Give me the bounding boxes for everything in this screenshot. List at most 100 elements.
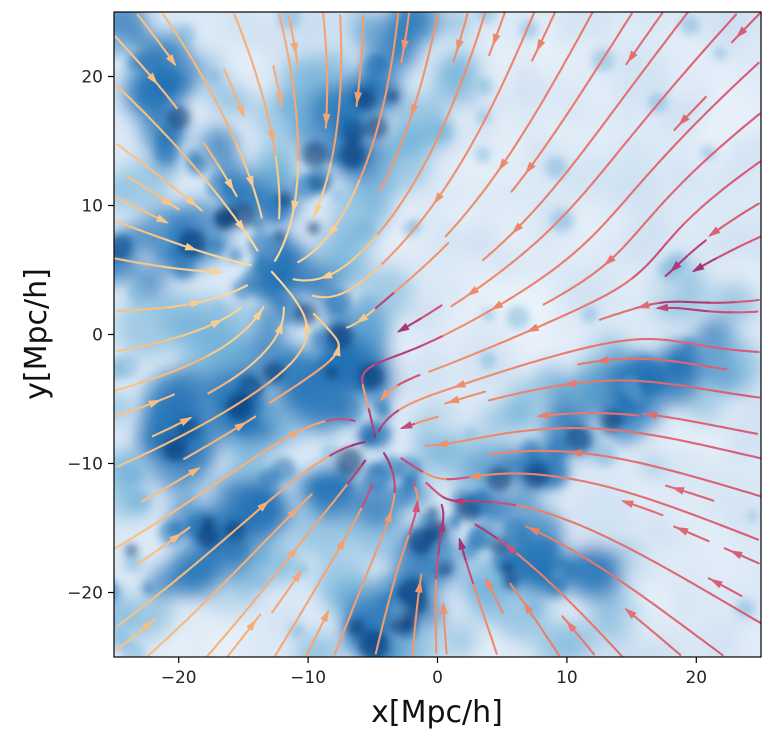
streamline-segment bbox=[382, 452, 393, 469]
streamline-arrow bbox=[644, 411, 658, 420]
streamline-segment bbox=[270, 591, 288, 614]
streamline-arrow bbox=[563, 379, 577, 388]
streamline-segment bbox=[651, 358, 679, 363]
streamline-segment bbox=[347, 179, 361, 205]
streamline-arrow bbox=[596, 356, 609, 364]
streamline-arrow bbox=[257, 500, 270, 512]
streamline-segment bbox=[604, 637, 624, 657]
streamline-segment bbox=[221, 617, 241, 640]
streamline-arrow bbox=[467, 471, 481, 480]
streamline-segment bbox=[718, 13, 738, 35]
streamline-segment bbox=[162, 90, 178, 110]
streamline-segment bbox=[517, 118, 533, 143]
streamline-arrow bbox=[319, 271, 333, 279]
streamline-segment bbox=[450, 298, 464, 308]
streamline-arrow bbox=[523, 601, 534, 615]
streamline-arrow bbox=[729, 550, 743, 559]
streamline-segment bbox=[518, 207, 538, 228]
streamline-segment bbox=[443, 627, 448, 655]
streamline-segment bbox=[660, 637, 682, 656]
streamline-segment bbox=[351, 441, 366, 447]
streamline-segment bbox=[591, 453, 619, 460]
streamline-segment bbox=[513, 359, 540, 369]
streamline-segment bbox=[390, 36, 397, 63]
streamline-segment bbox=[345, 323, 356, 329]
streamline-segment bbox=[706, 310, 734, 314]
streamline-segment bbox=[544, 633, 561, 657]
streamline-segment bbox=[683, 300, 711, 304]
streamline-arrow bbox=[655, 303, 669, 312]
streamline-segment bbox=[333, 630, 345, 656]
streamline-segment bbox=[684, 530, 710, 543]
streamline-segment bbox=[501, 253, 523, 272]
streamline-segment bbox=[162, 237, 189, 249]
streamline-segment bbox=[323, 162, 332, 189]
streamline-segment bbox=[487, 393, 515, 402]
streamline-arrow bbox=[313, 204, 323, 218]
streamline-arrow bbox=[410, 104, 419, 118]
streamline-segment bbox=[258, 439, 282, 456]
streamline-segment bbox=[165, 332, 192, 342]
streamline-segment bbox=[503, 56, 516, 82]
streamline-arrow bbox=[245, 175, 254, 189]
streamline-segment bbox=[450, 82, 462, 109]
streamline-segment bbox=[412, 481, 416, 488]
streamline-arrow bbox=[384, 509, 392, 523]
streamline-arrow bbox=[188, 467, 201, 477]
streamline-segment bbox=[520, 237, 542, 256]
streamline-segment bbox=[731, 310, 759, 314]
streamline-arrow bbox=[525, 161, 536, 175]
streamline-segment bbox=[233, 306, 243, 314]
streamline-segment bbox=[585, 222, 606, 243]
x-tick-label: 0 bbox=[432, 668, 443, 688]
streamline-segment bbox=[612, 90, 630, 113]
streamline-segment bbox=[361, 14, 365, 42]
streamline-segment bbox=[444, 219, 461, 238]
streamline-segment bbox=[204, 432, 229, 448]
x-axis-title: x[Mpc/h] bbox=[371, 695, 503, 730]
streamline-segment bbox=[245, 232, 259, 252]
streamline-segment bbox=[562, 412, 590, 416]
x-tick-label: 20 bbox=[685, 668, 707, 688]
streamline-segment bbox=[256, 613, 262, 619]
streamline-segment bbox=[324, 549, 340, 573]
streamline-segment bbox=[621, 126, 640, 148]
streamline-segment bbox=[637, 106, 656, 129]
streamline-arrow bbox=[709, 578, 723, 589]
streamline-arrow bbox=[484, 577, 494, 590]
streamline-segment bbox=[380, 604, 389, 631]
streamline-segment bbox=[213, 97, 227, 123]
streamline-segment bbox=[582, 129, 600, 152]
streamline-segment bbox=[393, 556, 403, 583]
streamline-segment bbox=[567, 149, 585, 172]
streamline-arrow bbox=[446, 395, 460, 404]
streamline-arrow bbox=[148, 399, 162, 408]
streamline-segment bbox=[114, 534, 137, 550]
streamline-segment bbox=[116, 610, 139, 628]
streamline-segment bbox=[617, 12, 633, 36]
streamline-segment bbox=[541, 449, 569, 453]
streamline-segment bbox=[278, 13, 286, 40]
streamline-segment bbox=[397, 398, 422, 412]
streamline-segment bbox=[295, 110, 299, 138]
streamline-segment bbox=[252, 534, 272, 555]
streamline-segment bbox=[205, 636, 225, 657]
streamline-segment bbox=[351, 584, 364, 610]
streamline-segment bbox=[289, 374, 313, 391]
streamline-segment bbox=[300, 243, 322, 262]
streamline-segment bbox=[207, 341, 231, 357]
streamline-segment bbox=[155, 173, 178, 191]
streamline-segment bbox=[687, 511, 713, 523]
streamline-segment bbox=[161, 433, 186, 447]
streamline-segment bbox=[468, 36, 479, 62]
streamline-arrow bbox=[675, 527, 689, 536]
streamline-segment bbox=[659, 381, 687, 388]
streamline-segment bbox=[155, 579, 177, 597]
streamline-segment bbox=[443, 166, 459, 190]
streamline-segment bbox=[151, 33, 169, 56]
streamline-segment bbox=[380, 246, 400, 266]
streamline-segment bbox=[421, 470, 447, 481]
streamline-segment bbox=[141, 339, 168, 348]
streamline-segment bbox=[683, 341, 711, 348]
streamline-segment bbox=[709, 389, 736, 396]
